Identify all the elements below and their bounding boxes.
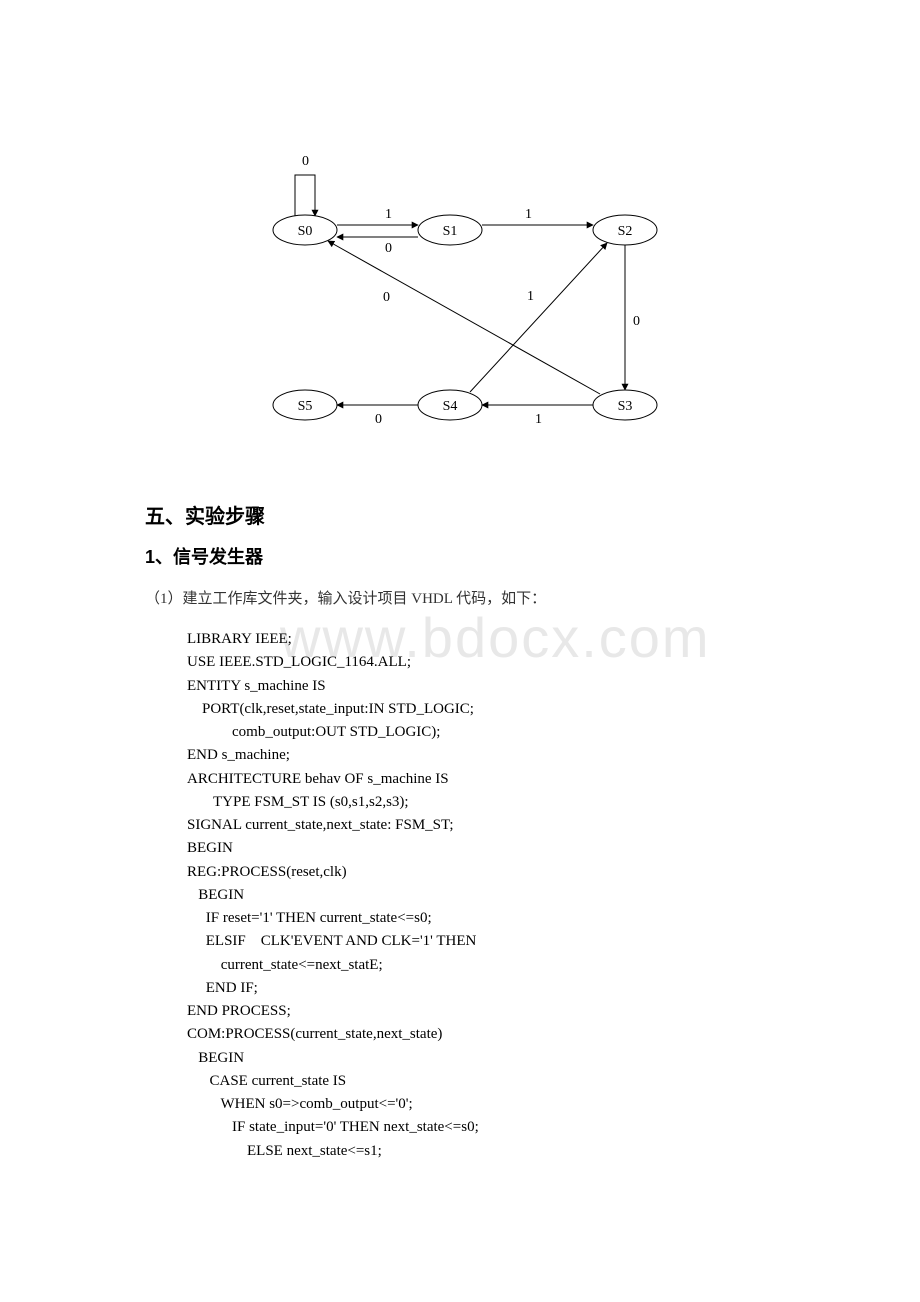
edge-label: 0: [385, 241, 392, 256]
edge-label: 0: [383, 290, 390, 305]
edge-label: 0: [633, 314, 640, 329]
node-s4: S4: [443, 399, 458, 414]
node-s1: S1: [443, 224, 458, 239]
edge-label: 1: [535, 412, 542, 427]
section-heading: 五、实验步骤: [145, 500, 775, 529]
edge-label: 0: [375, 412, 382, 427]
edge-label: 1: [385, 207, 392, 222]
node-s0: S0: [298, 224, 313, 239]
edge-label: 1: [527, 289, 534, 304]
edge-label: 1: [525, 207, 532, 222]
node-s2: S2: [618, 224, 633, 239]
node-s3: S3: [618, 399, 633, 414]
subsection-heading: 1、信号发生器: [145, 543, 775, 569]
node-s5: S5: [298, 399, 313, 414]
state-machine-diagram: 0 1 0 1 0 1 0 1 0: [205, 140, 655, 450]
vhdl-code-block: LIBRARY IEEE; USE IEEE.STD_LOGIC_1164.AL…: [187, 628, 775, 1163]
page-content: 0 1 0 1 0 1 0 1 0: [0, 0, 920, 1163]
step-description: （1）建立工作库文件夹，输入设计项目 VHDL 代码，如下：: [145, 587, 775, 608]
edge-label: 0: [302, 154, 309, 169]
